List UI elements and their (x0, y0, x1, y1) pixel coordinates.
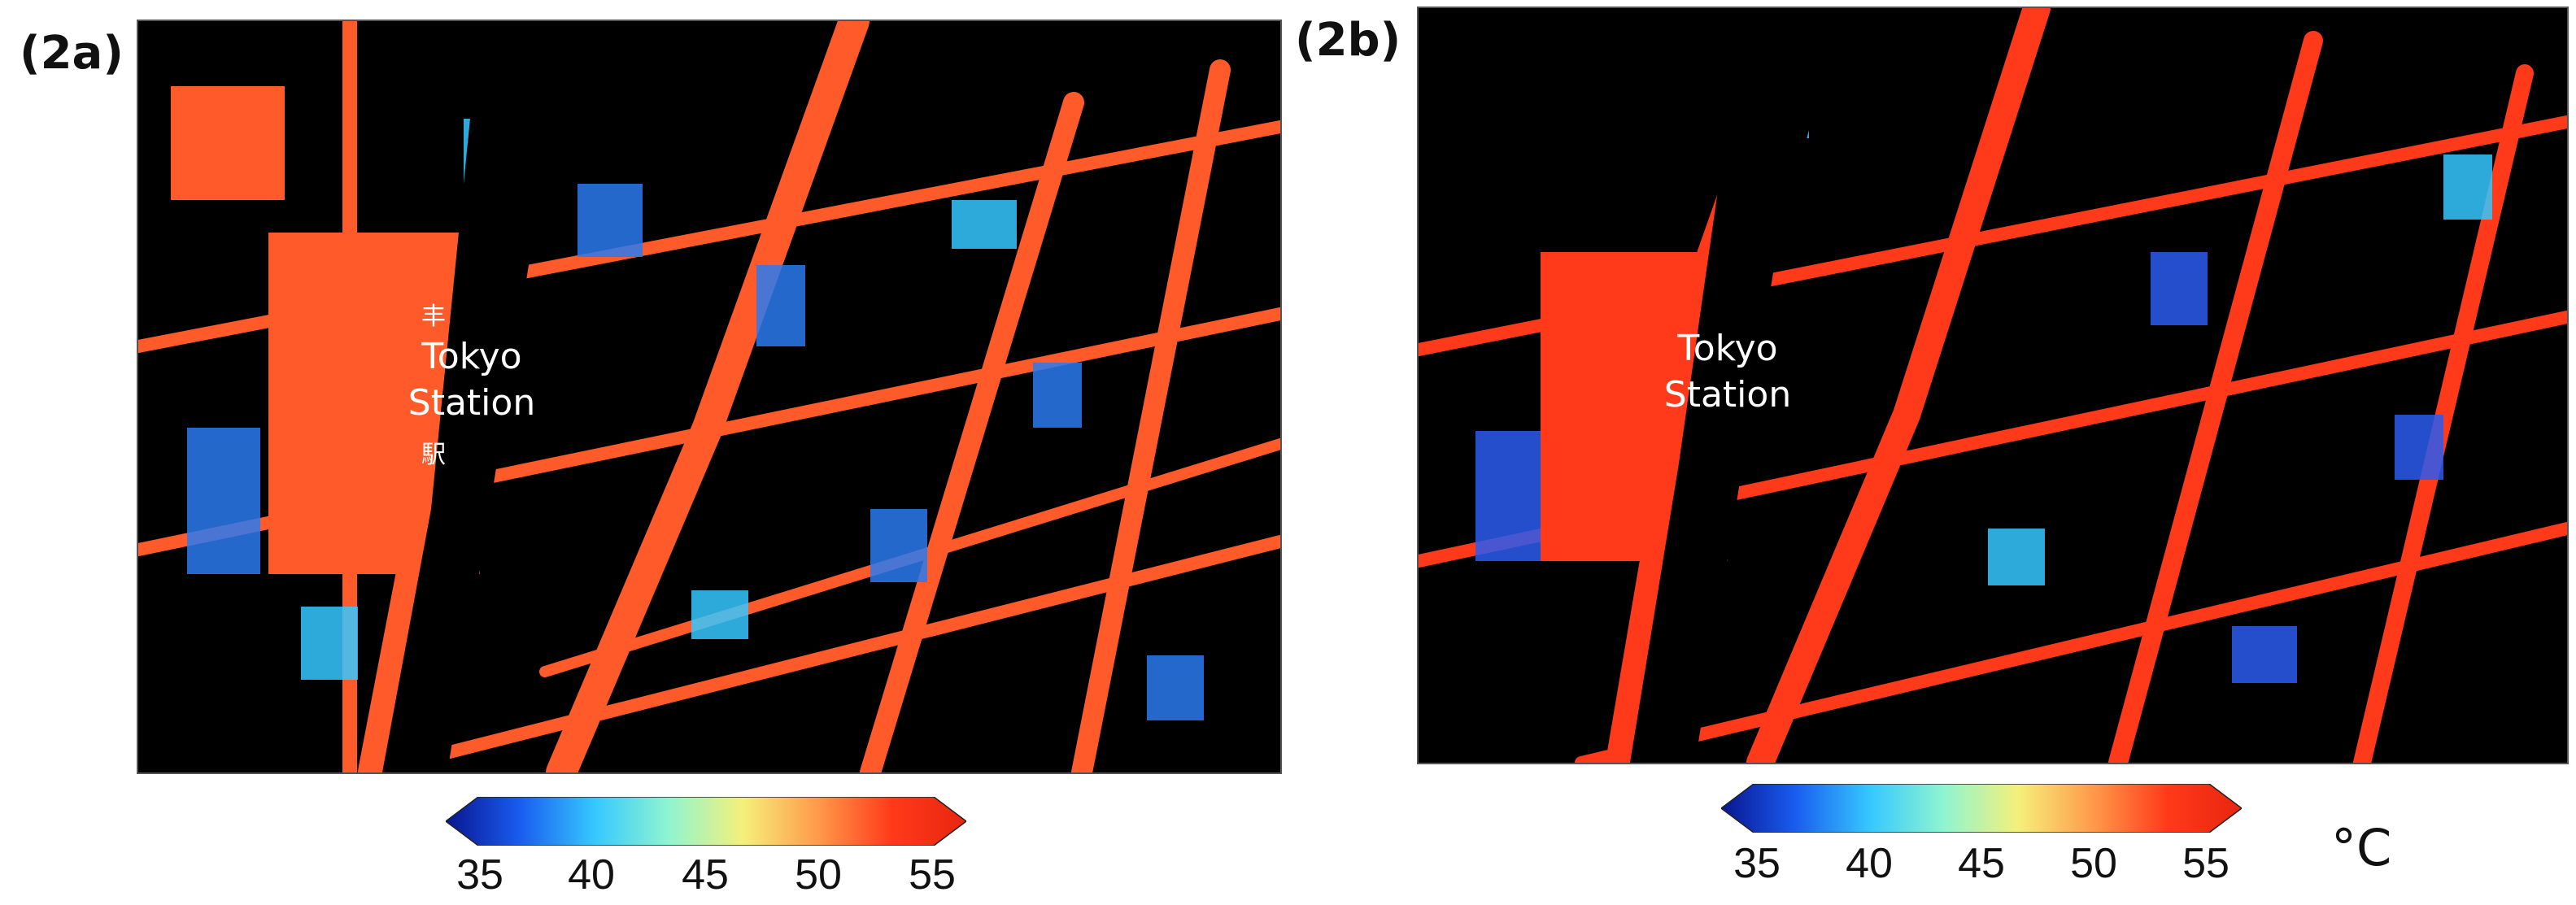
colorbar-2a-tick-35: 35 (456, 851, 503, 898)
panel-label-2a: (2a) (20, 27, 124, 80)
tokyo-station-label-2b: Tokyo Station (1663, 328, 1792, 416)
station-glyph-top: 丰 (421, 302, 446, 331)
colorbar-2b-tick-40: 40 (1846, 840, 1893, 887)
station-glyph-bottom: 駅 (421, 441, 446, 469)
colorbar-2b-tick-55: 55 (2182, 840, 2229, 887)
colorbar-2a-tick-40: 40 (568, 851, 615, 898)
colorbar-2b-fill (1720, 783, 2243, 833)
colorbar-2b-tick-35: 35 (1733, 840, 1781, 887)
colorbar-2b-bar (1720, 783, 2243, 833)
colorbar-2a-tick-45: 45 (682, 851, 729, 898)
colorbar-2b (1720, 783, 2243, 833)
colorbar-2a-bar (444, 796, 968, 846)
thermal-map-2a: 丰 Tokyo Station 駅 (137, 20, 1282, 774)
thermal-map-2b-image (1419, 8, 2567, 763)
thermal-map-2b: Tokyo Station (1417, 7, 2569, 764)
thermal-map-2a-image (138, 21, 1280, 772)
panel-label-2b: (2b) (1295, 14, 1401, 67)
colorbar-2b-tick-50: 50 (2070, 840, 2117, 887)
tokyo-station-label-2a: Tokyo Station (408, 336, 536, 424)
colorbar-2b-tick-45: 45 (1958, 840, 2005, 887)
colorbar-2a (444, 796, 968, 846)
unit-label-celsius: °C (2331, 818, 2392, 877)
colorbar-2a-tick-50: 50 (795, 851, 842, 898)
colorbar-2a-fill (444, 796, 968, 846)
colorbar-2a-tick-55: 55 (909, 851, 956, 898)
